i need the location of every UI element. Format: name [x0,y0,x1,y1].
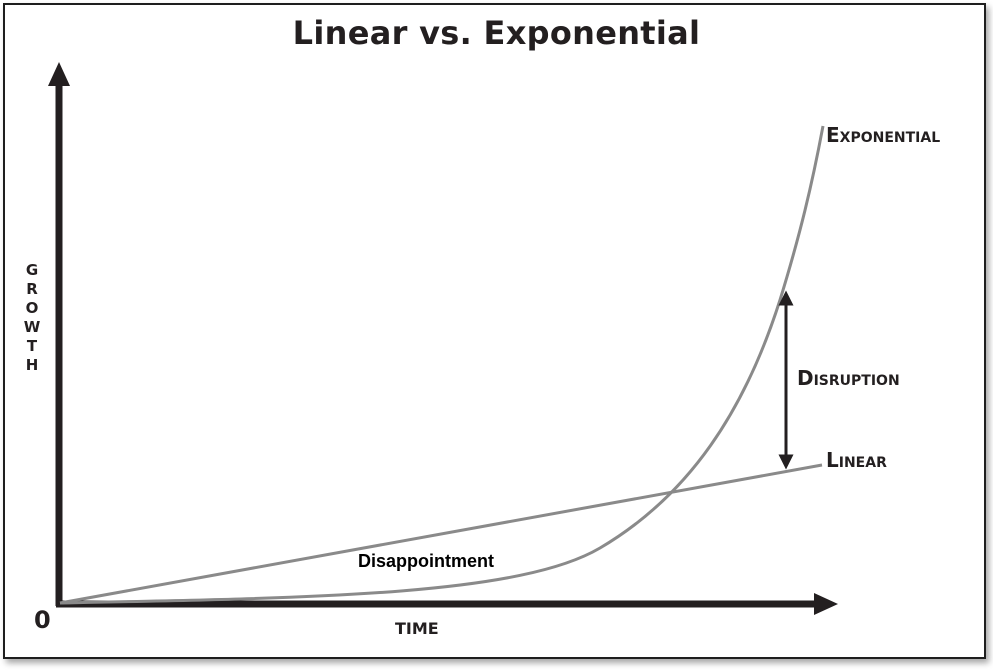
linear-curve [59,463,823,605]
origin-label: 0 [34,606,51,634]
exponential-curve [59,125,825,605]
x-axis-arrowhead [814,593,838,615]
linear-label: Linear [826,448,887,472]
exponential-label: Exponential [826,123,940,147]
y-axis-arrowhead [48,62,70,86]
x-axis-label: TIME [395,619,439,638]
figure-frame [3,3,986,659]
disruption-label: Disruption [797,366,900,390]
diagram-title: Linear vs. Exponential [292,14,701,52]
disappointment-label: Disappointment [358,551,495,571]
y-axis-label: GROWTH [23,261,41,374]
